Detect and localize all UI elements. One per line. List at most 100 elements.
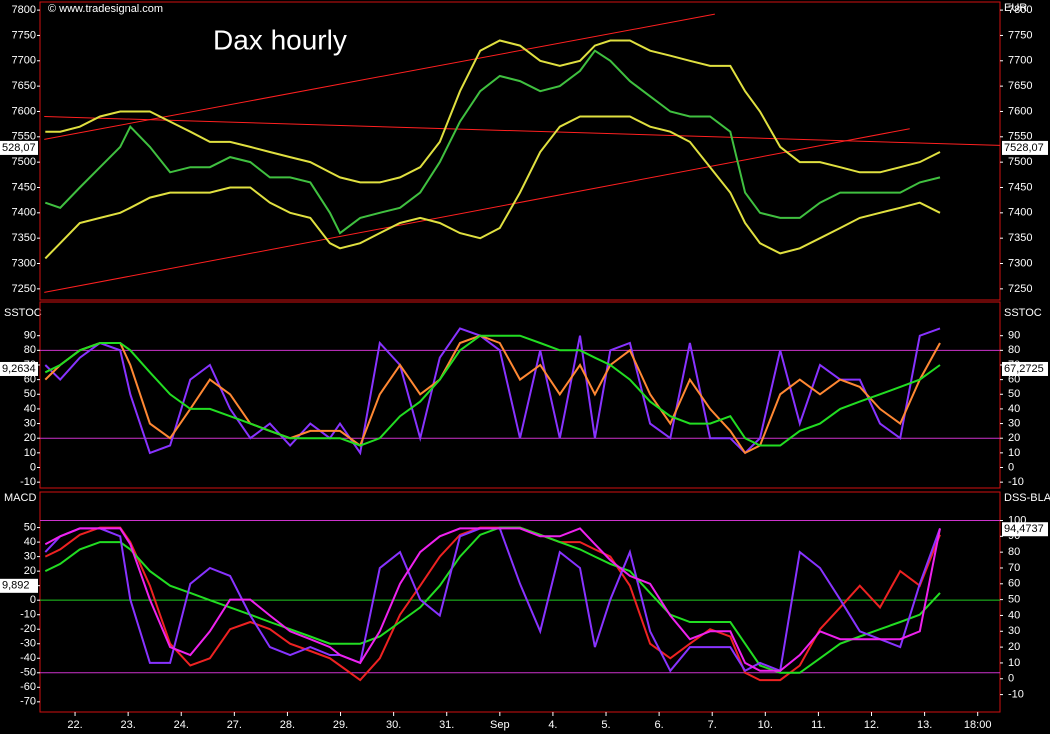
x-tick-label: 10.	[758, 719, 773, 731]
value-tag: 528,07	[2, 142, 36, 154]
y2-tick-label: 30	[1008, 625, 1020, 637]
x-tick-label: 13.	[917, 719, 932, 731]
y2-tick-label: 20	[1008, 641, 1020, 653]
y-tick-label: 40	[24, 403, 36, 415]
y-tick-label: -10	[20, 609, 36, 621]
y-tick-label: 20	[1008, 432, 1020, 444]
y-tick-label: 10	[1008, 447, 1020, 459]
y-tick-label: 7550	[1008, 131, 1032, 143]
x-tick-label: 30.	[386, 719, 401, 731]
y-tick-label: 7400	[1008, 207, 1032, 219]
x-tick-label: 31.	[439, 719, 454, 731]
x-tick-label: 6.	[655, 719, 664, 731]
y-tick-label: 40	[24, 536, 36, 548]
y-tick-label: 7300	[12, 257, 36, 269]
value-tag: 9,2634	[2, 363, 36, 375]
y-tick-label: 30	[1008, 417, 1020, 429]
y-tick-label: 50	[24, 388, 36, 400]
panel-label: SSTOC	[1004, 307, 1042, 319]
x-tick-label: 12.	[864, 719, 879, 731]
y-tick-label: 7600	[1008, 105, 1032, 117]
x-tick-label: 29.	[333, 719, 348, 731]
y-tick-label: 50	[1008, 388, 1020, 400]
y-tick-label: -20	[20, 623, 36, 635]
y-tick-label: 30	[24, 417, 36, 429]
y2-tick-label: 0	[1008, 673, 1014, 685]
y-tick-label: 7650	[12, 80, 36, 92]
y-tick-label: 7350	[12, 232, 36, 244]
y-tick-label: -70	[20, 696, 36, 708]
y-tick-label: 7550	[12, 131, 36, 143]
value-tag: 9,892	[2, 580, 30, 592]
y-tick-label: 90	[24, 330, 36, 342]
y-tick-label: -30	[20, 638, 36, 650]
y-tick-label: 7250	[1008, 283, 1032, 295]
y-tick-label: -10	[1008, 476, 1024, 488]
y-tick-label: 30	[24, 551, 36, 563]
y-tick-label: -60	[20, 681, 36, 693]
y-tick-label: 0	[1008, 461, 1014, 473]
y-tick-label: 7800	[12, 4, 36, 16]
y-tick-label: 7750	[12, 29, 36, 41]
value-tag-box	[1002, 361, 1048, 376]
y-tick-label: 0	[30, 594, 36, 606]
y-tick-label: 20	[24, 432, 36, 444]
y-tick-label: 7650	[1008, 80, 1032, 92]
trend-line	[44, 128, 910, 293]
y-tick-label: -10	[20, 476, 36, 488]
x-tick-label: 28.	[280, 719, 295, 731]
y-tick-label: 7350	[1008, 232, 1032, 244]
series-line	[45, 39, 941, 184]
y2-tick-label: 70	[1008, 562, 1020, 574]
y-tick-label: 7600	[12, 105, 36, 117]
x-tick-label: 4.	[548, 719, 557, 731]
y-tick-label: 80	[1008, 344, 1020, 356]
series-line	[44, 527, 941, 672]
panel-label: SSTOC	[4, 307, 42, 319]
value-tag-box	[0, 140, 38, 155]
y-tick-label: 10	[24, 447, 36, 459]
x-tick-label: 5.	[601, 719, 610, 731]
y2-tick-label: -10	[1008, 688, 1024, 700]
value-tag-box	[0, 578, 38, 593]
y-tick-label: 0	[30, 461, 36, 473]
y-tick-label: 7750	[1008, 29, 1032, 41]
panel-frame	[39, 1, 1001, 301]
y2-tick-label: 10	[1008, 657, 1020, 669]
series-line	[44, 115, 941, 260]
y-tick-label: -40	[20, 652, 36, 664]
x-tick-label: 7.	[708, 719, 717, 731]
series-line	[44, 334, 941, 447]
value-tag-box	[1002, 522, 1048, 537]
trend-line	[44, 116, 1000, 146]
y-tick-label: 7700	[1008, 55, 1032, 67]
source: © www.tradesignal.com	[48, 3, 163, 15]
y-tick-label: -50	[20, 667, 36, 679]
panel-frame	[39, 301, 1001, 489]
y-tick-label: 50	[24, 521, 36, 533]
y2-tick-label: 40	[1008, 609, 1020, 621]
y2-tick-label: 50	[1008, 594, 1020, 606]
y2-tick-label: 80	[1008, 546, 1020, 558]
panel-frame	[39, 491, 1001, 713]
y-tick-label: 20	[24, 565, 36, 577]
value-tag-box	[0, 361, 38, 376]
y-tick-label: 7500	[12, 156, 36, 168]
panel-label: MACD	[4, 492, 36, 504]
x-tick-label: 18:00	[964, 719, 992, 731]
value-tag: 7528,07	[1004, 142, 1044, 154]
value-tag: 67,2725	[1004, 363, 1044, 375]
series-line	[44, 334, 941, 455]
y-tick-label: 60	[24, 374, 36, 386]
value-tag: 94,4737	[1004, 523, 1044, 535]
y-tick-label: 7250	[12, 283, 36, 295]
x-tick-label: 22.	[67, 719, 82, 731]
chart-title: Dax hourly	[213, 24, 347, 55]
y-tick-label: 7800	[1008, 4, 1032, 16]
x-tick-label: Sep	[490, 719, 510, 731]
y-tick-label: 7450	[12, 181, 36, 193]
x-tick-label: 24.	[174, 719, 189, 731]
y-tick-label: 7700	[12, 55, 36, 67]
